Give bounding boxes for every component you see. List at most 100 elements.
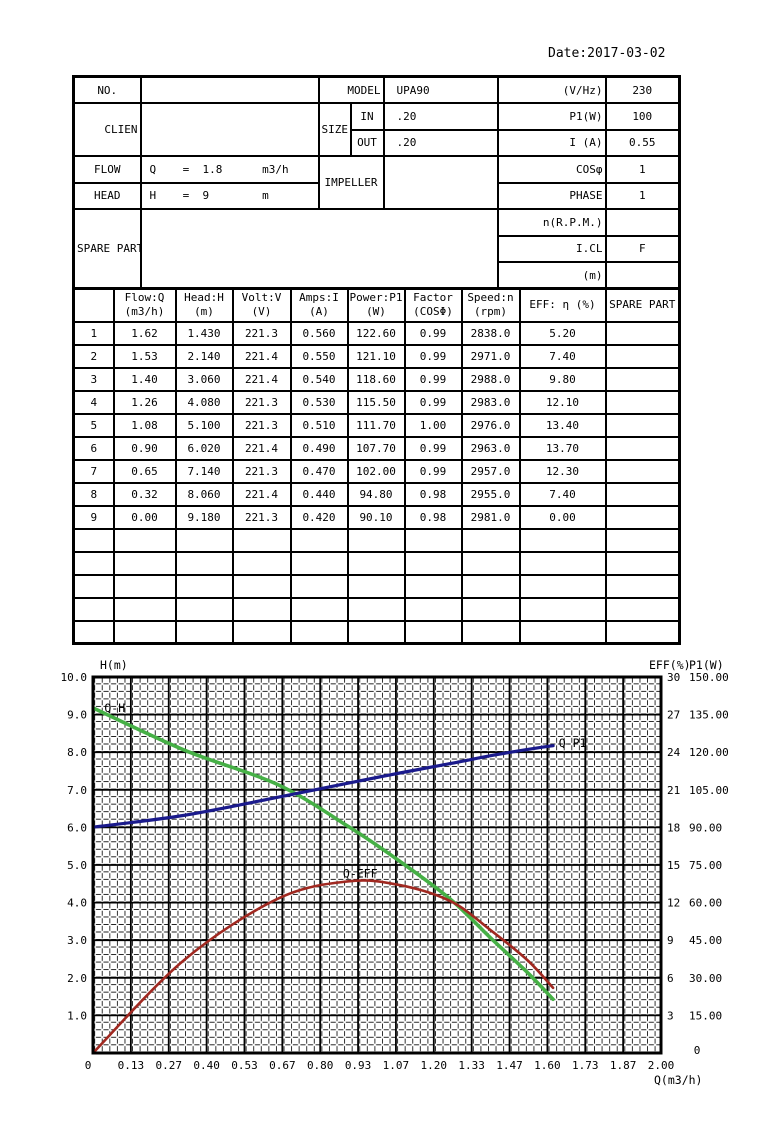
phase-label: PHASE xyxy=(496,181,607,210)
table-row: 7 0.65 7.140 221.3 0.470 102.00 0.99 2957.0 12.3… xyxy=(72,458,681,484)
cell: 8 xyxy=(72,481,115,507)
cell: 1.26 xyxy=(112,389,177,415)
cell xyxy=(518,596,607,622)
cell: 7.40 xyxy=(518,481,607,507)
table-row: 9 0.00 9.180 221.3 0.420 90.10 0.98 2981.0 0.00 xyxy=(72,504,681,530)
size-out-label: OUT xyxy=(349,128,385,157)
flow-label: FLOW xyxy=(72,155,142,184)
size-in-value: .20 xyxy=(382,102,499,131)
cell: 12.30 xyxy=(518,458,607,484)
flow-value: Q = 1.8 m3/h xyxy=(139,155,320,184)
p1-tick-label: 90.00 xyxy=(689,821,722,834)
cell: 0.470 xyxy=(289,458,349,484)
table-header-row: Flow:Q (m3/h) Head:H (m) Volt:V (V) Amps:I (A) P… xyxy=(72,287,681,323)
cell xyxy=(112,527,177,553)
cell: 3 xyxy=(72,366,115,392)
cell xyxy=(460,596,521,622)
cell: 12.10 xyxy=(518,389,607,415)
cell: 8.060 xyxy=(174,481,234,507)
x-axis-title: Q(m3/h) xyxy=(654,1073,702,1087)
x-tick-label: 1.60 xyxy=(534,1059,561,1072)
eff-tick-label: 3 xyxy=(667,1009,674,1022)
right-zero-tick-label: 0 xyxy=(694,1044,701,1057)
cell: 0.540 xyxy=(289,366,349,392)
cell: 0.550 xyxy=(289,343,349,369)
cell xyxy=(604,320,681,346)
p1-tick-label: 30.00 xyxy=(689,972,722,985)
m-value xyxy=(604,261,681,290)
cell: 1.40 xyxy=(112,366,177,392)
x-tick-label: 0.40 xyxy=(193,1059,220,1072)
y-left-tick-label: 2.0 xyxy=(67,972,87,985)
p1-value: 100 xyxy=(604,102,681,131)
x-tick-label: 0.53 xyxy=(231,1059,258,1072)
cell: 2955.0 xyxy=(460,481,521,507)
cell: 9.180 xyxy=(174,504,234,530)
cell xyxy=(604,481,681,507)
cell: 0.99 xyxy=(403,435,463,461)
cell: 121.10 xyxy=(346,343,406,369)
eff-tick-label: 15 xyxy=(667,859,680,872)
cell: 2 xyxy=(72,343,115,369)
column-header: Amps:I (A) xyxy=(289,287,349,323)
cell: 221.3 xyxy=(231,389,292,415)
y-left-tick-label: 4.0 xyxy=(67,897,87,910)
client-value xyxy=(139,102,320,157)
current-label: I (A) xyxy=(496,128,607,157)
p1-label: P1(W) xyxy=(496,102,607,131)
cell: 0.99 xyxy=(403,320,463,346)
curve-label: Q-EFF xyxy=(343,866,378,880)
cell xyxy=(346,527,406,553)
cell: 1.08 xyxy=(112,412,177,438)
cell xyxy=(604,573,681,599)
eff-tick-label: 24 xyxy=(667,746,681,759)
cell: 0.99 xyxy=(403,343,463,369)
eff-tick-label: 9 xyxy=(667,934,674,947)
cell: 0.560 xyxy=(289,320,349,346)
x-tick-label: 0 xyxy=(85,1059,92,1072)
empty-row xyxy=(72,596,681,622)
cell xyxy=(231,596,292,622)
eff-axis-title: EFF(%) xyxy=(649,658,691,672)
head-value: H = 9 m xyxy=(139,181,320,210)
cell: 2957.0 xyxy=(460,458,521,484)
cell: 4 xyxy=(72,389,115,415)
p1-tick-label: 45.00 xyxy=(689,934,722,947)
cell xyxy=(72,527,115,553)
table-row: 3 1.40 3.060 221.4 0.540 118.60 0.99 2988.0 9.80 xyxy=(72,366,681,392)
cell: 94.80 xyxy=(346,481,406,507)
cell: 6.020 xyxy=(174,435,234,461)
x-tick-label: 0.27 xyxy=(155,1059,182,1072)
cell xyxy=(112,573,177,599)
table-row: 1 1.62 1.430 221.3 0.560 122.60 0.99 2838.0 5.20 xyxy=(72,320,681,346)
eff-tick-label: 21 xyxy=(667,784,680,797)
spare-part-label: SPARE PART xyxy=(72,208,142,290)
cell xyxy=(289,527,349,553)
cell xyxy=(604,619,681,645)
cell: 1.00 xyxy=(403,412,463,438)
cell: 13.70 xyxy=(518,435,607,461)
column-header: Flow:Q (m3/h) xyxy=(112,287,177,323)
cell: 1.430 xyxy=(174,320,234,346)
table-row: 4 1.26 4.080 221.3 0.530 115.50 0.99 2983.0 12.1… xyxy=(72,389,681,415)
cell xyxy=(174,573,234,599)
column-header xyxy=(72,287,115,323)
x-tick-label: 0.80 xyxy=(307,1059,334,1072)
cell: 221.4 xyxy=(231,366,292,392)
cell: 0.90 xyxy=(112,435,177,461)
cell xyxy=(174,619,234,645)
p1-tick-label: 135.00 xyxy=(689,709,729,722)
cell: 5 xyxy=(72,412,115,438)
eff-tick-label: 30 xyxy=(667,671,680,684)
cell: 118.60 xyxy=(346,366,406,392)
cell: 221.4 xyxy=(231,343,292,369)
cell: 7.40 xyxy=(518,343,607,369)
cell: 102.00 xyxy=(346,458,406,484)
cell: 0.99 xyxy=(403,389,463,415)
q-eff-curve xyxy=(93,879,555,1053)
cell: 2983.0 xyxy=(460,389,521,415)
q-h-curve xyxy=(93,706,555,1002)
y-left-tick-label: 5.0 xyxy=(67,859,87,872)
cell: 0.65 xyxy=(112,458,177,484)
cell: 1.53 xyxy=(112,343,177,369)
